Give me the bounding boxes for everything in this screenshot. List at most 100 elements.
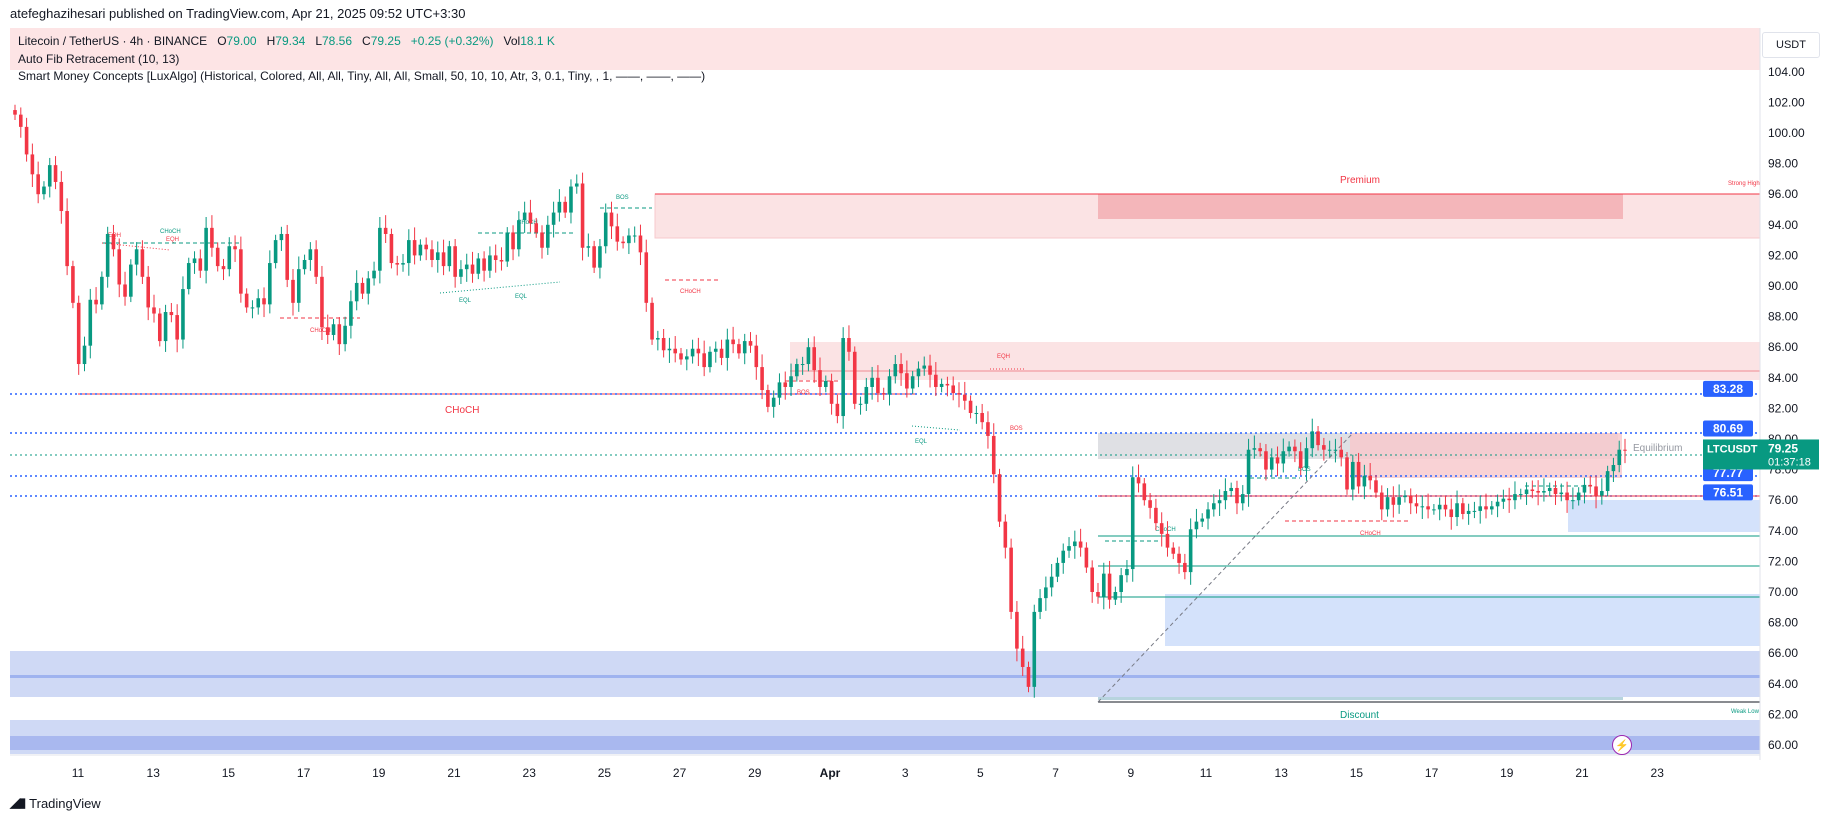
candle-body: [30, 154, 35, 175]
x-tick-label: 17: [1425, 766, 1439, 780]
candle-body: [748, 341, 753, 346]
candle-body: [1408, 495, 1413, 504]
candle-body: [1096, 592, 1100, 597]
candle-body: [1281, 451, 1286, 464]
symbol-title[interactable]: Litecoin / TetherUS · 4h · BINANCE: [18, 34, 208, 48]
candle-body: [702, 353, 706, 368]
candle-body: [737, 344, 741, 354]
annotation-choch-2: CHoCH: [310, 328, 331, 334]
candle-body: [1397, 497, 1401, 505]
candle-body: [314, 249, 318, 277]
currency-selector[interactable]: USDT: [1762, 32, 1820, 58]
candle-body: [1605, 471, 1610, 492]
candle-body: [644, 252, 649, 303]
candle-body: [823, 380, 828, 387]
close-label: C: [362, 34, 371, 48]
annotation-eql-1: EQL: [459, 298, 472, 304]
candle-body: [430, 249, 434, 260]
candle-body: [870, 377, 874, 387]
change-value: +0.25 (+0.32%): [410, 34, 494, 48]
candle-body: [227, 246, 232, 270]
high-label: H: [266, 34, 276, 48]
candle-body: [522, 212, 527, 221]
demand-block-mid: [1165, 594, 1760, 646]
candle-body: [835, 403, 840, 417]
candle-body: [1142, 483, 1147, 501]
candle-body: [598, 246, 602, 268]
candle-body: [1391, 497, 1396, 505]
candle-body: [1107, 573, 1112, 600]
candle-body: [574, 183, 579, 187]
indicator-smc-legend[interactable]: Smart Money Concepts [LuxAlgo] (Historic…: [18, 69, 706, 83]
candle-body: [1264, 451, 1268, 470]
candle-body: [690, 348, 695, 357]
candle-body: [256, 298, 261, 308]
candle-body: [1200, 518, 1205, 522]
candle-body: [273, 240, 278, 264]
annotation-eqh-2: EQH: [166, 237, 179, 243]
y-tick-label: 84.00: [1768, 371, 1798, 385]
candle-body: [1009, 547, 1013, 612]
candle-body: [592, 246, 596, 268]
candle-body: [169, 312, 174, 316]
candle-body: [934, 374, 938, 387]
candle-body: [1524, 489, 1529, 495]
candle-body: [1235, 487, 1239, 504]
candle-body: [893, 364, 898, 377]
indicator-fib-legend[interactable]: Auto Fib Retracement (10, 13): [18, 52, 180, 66]
candle-body: [1553, 487, 1558, 495]
candle-body: [250, 307, 255, 309]
candle-body: [916, 368, 921, 377]
candle-body: [829, 380, 834, 404]
price-label-text: 80.69: [1713, 421, 1743, 435]
candle-body: [771, 397, 776, 407]
candle-body: [1437, 504, 1442, 510]
candle-body: [244, 293, 249, 308]
candle-body: [1229, 487, 1233, 492]
candle-body: [1240, 494, 1245, 504]
candle-body: [493, 255, 498, 260]
y-tick-label: 88.00: [1768, 310, 1798, 324]
candle-body: [615, 226, 620, 242]
candle-body: [1420, 506, 1425, 508]
candle-body: [488, 255, 492, 271]
candle-body: [1084, 547, 1089, 568]
candle-body: [18, 114, 23, 127]
candle-body: [563, 201, 567, 213]
annotation-choch-7: CHoCH: [1360, 531, 1381, 537]
candle-body: [76, 302, 81, 365]
candle-body: [876, 377, 880, 394]
candle-body: [435, 252, 440, 260]
candle-body: [42, 186, 46, 195]
current-price: 79.25: [1768, 441, 1798, 455]
candle-body: [910, 376, 915, 389]
candle-body: [1101, 573, 1106, 597]
annotation-eqh-3: EQH: [997, 354, 1010, 360]
candle-body: [1571, 500, 1575, 502]
x-tick-label: 19: [1500, 766, 1514, 780]
candle-body: [957, 393, 961, 395]
annotation-choch-4: CHoCH: [680, 289, 701, 295]
candle-body: [760, 367, 764, 391]
annotation-eql-3: EQL: [915, 439, 928, 445]
y-tick-label: 72.00: [1768, 554, 1798, 568]
lightning-icon[interactable]: ⚡: [1612, 735, 1632, 755]
candle-body: [1588, 484, 1593, 487]
x-tick-label: 17: [297, 766, 311, 780]
candle-body: [146, 276, 150, 308]
candle-body: [383, 227, 388, 234]
y-tick-label: 100.00: [1768, 126, 1805, 140]
candle-body: [1403, 495, 1407, 498]
candle-body: [470, 264, 475, 274]
candle-body: [1547, 487, 1552, 492]
candle-body: [685, 356, 689, 360]
candle-body: [53, 165, 58, 182]
annotation-strong-high: Strong High: [1728, 181, 1760, 187]
candle-body: [818, 370, 822, 387]
fib-diagonal-line: [1097, 432, 1354, 703]
candle-body: [1368, 475, 1372, 481]
candle-body: [609, 212, 614, 227]
candle-body: [1119, 575, 1123, 592]
candle-body: [951, 385, 955, 394]
